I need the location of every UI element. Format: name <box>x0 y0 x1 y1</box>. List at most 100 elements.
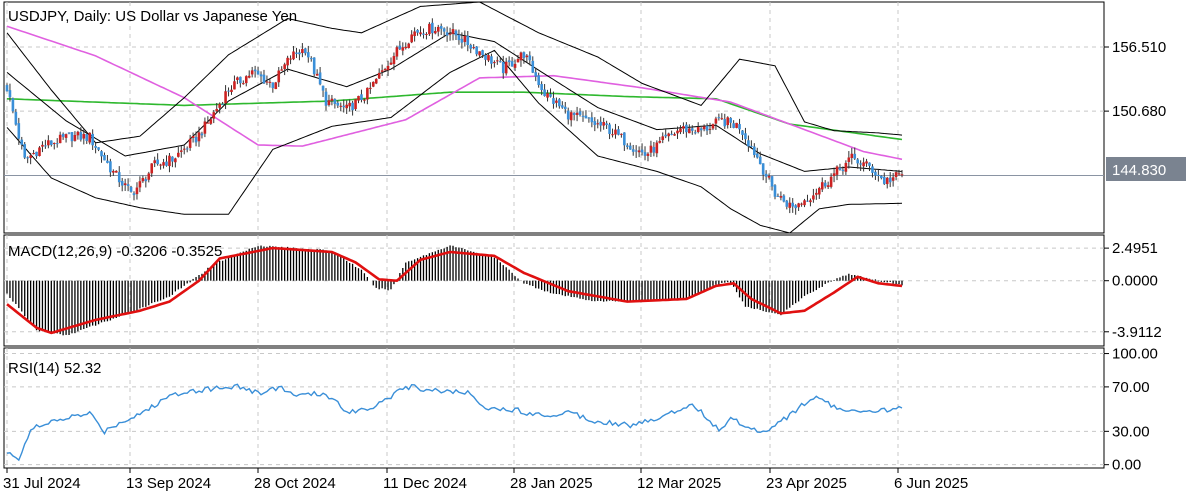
candle <box>625 145 629 147</box>
candle <box>717 117 721 119</box>
candle <box>874 171 877 176</box>
candle <box>374 78 378 84</box>
candle <box>472 47 475 49</box>
candle <box>336 102 340 106</box>
candle <box>274 82 278 90</box>
price-tick-label: 150.680 <box>1112 103 1166 120</box>
candle <box>702 126 706 130</box>
candle <box>776 195 780 197</box>
candle <box>451 29 455 34</box>
candle <box>76 131 80 136</box>
candle <box>58 134 62 144</box>
candle <box>552 98 555 104</box>
candle <box>103 154 106 161</box>
candle <box>466 35 470 46</box>
candle <box>634 150 638 152</box>
candle <box>572 112 576 116</box>
candle <box>859 163 862 165</box>
candle <box>643 152 647 156</box>
candle <box>182 148 186 150</box>
candle <box>55 143 59 145</box>
candle <box>321 85 325 91</box>
candle <box>41 144 44 147</box>
candle <box>132 193 136 196</box>
candle <box>631 149 635 152</box>
candle <box>244 76 248 84</box>
candle <box>487 55 490 61</box>
candle <box>761 163 765 175</box>
candle <box>463 35 467 42</box>
bollinger-lower-line <box>6 49 903 234</box>
candle <box>590 117 594 123</box>
rsi-line <box>6 383 903 462</box>
candle <box>750 145 753 147</box>
candle <box>850 153 854 158</box>
candle <box>306 52 310 58</box>
candle <box>85 134 89 141</box>
candle <box>448 33 452 35</box>
candle <box>301 48 304 54</box>
candle <box>200 133 204 136</box>
candle <box>150 163 154 174</box>
candle <box>333 99 337 104</box>
candle <box>162 162 165 166</box>
candle <box>431 22 434 34</box>
candle <box>318 72 322 85</box>
candle <box>64 134 68 138</box>
candle <box>47 140 50 146</box>
candle <box>894 172 898 177</box>
rsi-title: RSI(14) 52.32 <box>8 360 101 377</box>
candle <box>614 129 617 135</box>
candle <box>637 150 641 153</box>
candle <box>726 117 730 126</box>
candle <box>587 117 591 119</box>
candle <box>484 55 487 60</box>
candle <box>605 123 608 126</box>
price-tick-label: 156.510 <box>1112 39 1166 56</box>
candle <box>197 132 201 142</box>
candle <box>242 83 245 85</box>
rsi-tick-label: 100.00 <box>1112 346 1158 363</box>
candle <box>507 60 511 63</box>
candle <box>351 102 354 111</box>
candle <box>525 55 529 58</box>
candle <box>194 137 198 143</box>
candle <box>767 176 771 178</box>
candle <box>14 111 18 125</box>
candle <box>496 60 499 62</box>
candle <box>888 177 892 183</box>
candle <box>623 132 626 146</box>
candle <box>82 134 86 139</box>
candle <box>174 158 177 163</box>
candle <box>720 118 724 120</box>
candle <box>114 170 118 173</box>
candle <box>123 183 127 186</box>
candle <box>153 160 156 164</box>
candle <box>407 43 411 48</box>
current-price-badge <box>1106 157 1186 181</box>
candle <box>543 89 546 97</box>
candle <box>156 159 159 165</box>
candle <box>504 61 508 74</box>
candle <box>283 64 286 70</box>
candle <box>457 34 461 41</box>
candle <box>416 29 419 33</box>
candle <box>690 128 694 131</box>
candle <box>628 145 632 150</box>
candle <box>35 151 38 157</box>
candle <box>596 123 600 125</box>
candle <box>820 182 824 190</box>
candle <box>120 180 124 186</box>
candle <box>723 119 727 127</box>
candle <box>165 161 168 166</box>
candle <box>758 156 762 165</box>
x-tick-label: 12 Mar 2025 <box>637 475 721 492</box>
rsi-panel <box>3 347 1105 469</box>
candle <box>510 61 514 67</box>
candle <box>699 128 703 131</box>
candle <box>838 167 842 170</box>
candle <box>26 157 29 159</box>
candle <box>882 176 886 184</box>
candle <box>688 128 691 134</box>
candle <box>608 124 611 134</box>
